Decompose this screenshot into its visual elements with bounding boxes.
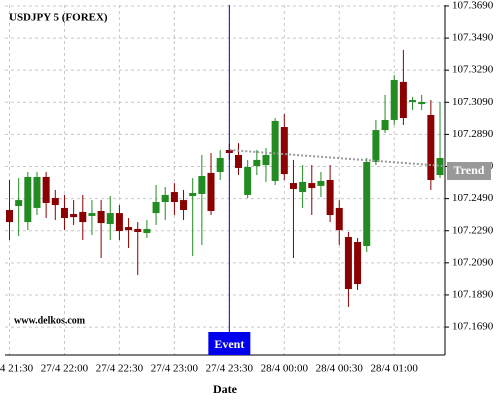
y-tick-label: 107.3690 xyxy=(452,0,494,11)
event-label: Event xyxy=(214,337,244,351)
x-tick-label: 27/4 23:00 xyxy=(151,363,199,375)
candle-body xyxy=(280,127,288,175)
y-tick-label: 107.2290 xyxy=(452,224,494,236)
candle-body xyxy=(51,197,59,206)
trend-label: Trend xyxy=(454,163,485,177)
candle-body xyxy=(88,213,96,216)
candle-body xyxy=(207,172,215,211)
candle-body xyxy=(262,154,270,166)
watermark: www.delkos.com xyxy=(14,315,86,326)
candle-body xyxy=(180,200,188,211)
candle-body xyxy=(418,101,426,105)
candle-body xyxy=(363,162,371,246)
candle-body xyxy=(289,183,297,189)
candle-body xyxy=(106,213,114,224)
candle-body xyxy=(354,241,362,285)
trend-label-box xyxy=(447,162,491,181)
candle-body xyxy=(216,158,224,172)
candle-body xyxy=(244,166,252,195)
candle-body xyxy=(326,180,334,215)
y-tick-label: 107.2090 xyxy=(452,256,494,268)
x-tick-label: 27/4 21:30 xyxy=(0,363,34,375)
y-tick-label: 107.1690 xyxy=(452,321,494,333)
candle-body xyxy=(24,176,32,223)
candle-body xyxy=(42,176,50,203)
candle-body xyxy=(33,176,41,208)
candle-body xyxy=(79,211,87,223)
y-tick-label: 107.3290 xyxy=(452,64,494,76)
y-tick-label: 107.3090 xyxy=(452,96,494,108)
candle-body xyxy=(436,158,444,176)
candle-body xyxy=(390,79,398,120)
candle-body xyxy=(409,100,417,102)
x-tick-label: 27/4 22:30 xyxy=(96,363,144,375)
candle-body xyxy=(170,192,178,202)
candle-body xyxy=(317,180,325,186)
candle-body xyxy=(427,114,435,180)
candle-body xyxy=(335,207,343,231)
candle-body xyxy=(115,213,123,232)
y-tick-label: 107.2890 xyxy=(452,128,494,140)
candle-body xyxy=(198,175,206,194)
x-tick-label: 27/4 23:30 xyxy=(206,363,254,375)
candle-body xyxy=(134,228,142,233)
candle-body xyxy=(271,120,279,181)
candle-body xyxy=(308,183,316,189)
candle-body xyxy=(70,214,78,218)
candle-body xyxy=(6,210,13,223)
event-label-box xyxy=(208,332,251,355)
chart-title: USDJPY 5 (FOREX) xyxy=(9,12,108,24)
trend-line xyxy=(229,148,446,168)
candle-body xyxy=(125,227,133,231)
y-tick-label: 107.2490 xyxy=(452,192,494,204)
candle-body xyxy=(60,207,68,219)
candle-body xyxy=(381,119,389,131)
candle-body xyxy=(253,159,261,167)
y-tick-label: 107.3490 xyxy=(452,32,494,44)
x-tick-label: 28/4 01:00 xyxy=(371,363,419,375)
candle-body xyxy=(97,210,105,224)
candle-body xyxy=(344,236,352,290)
candle-body xyxy=(152,201,160,214)
candle-body xyxy=(399,81,407,119)
x-axis-label: Date xyxy=(213,382,238,396)
candle-body xyxy=(235,154,242,168)
candle-body xyxy=(15,200,23,207)
candle-body xyxy=(161,194,169,202)
x-tick-label: 27/4 22:00 xyxy=(41,363,89,375)
x-tick-label: 28/4 00:30 xyxy=(316,363,364,375)
y-tick-label: 107.1890 xyxy=(452,288,494,300)
candle-body xyxy=(189,193,197,197)
x-tick-label: 28/4 00:00 xyxy=(261,363,309,375)
candle-body xyxy=(143,228,151,233)
candle-body xyxy=(372,130,380,163)
candle-body xyxy=(299,181,307,193)
